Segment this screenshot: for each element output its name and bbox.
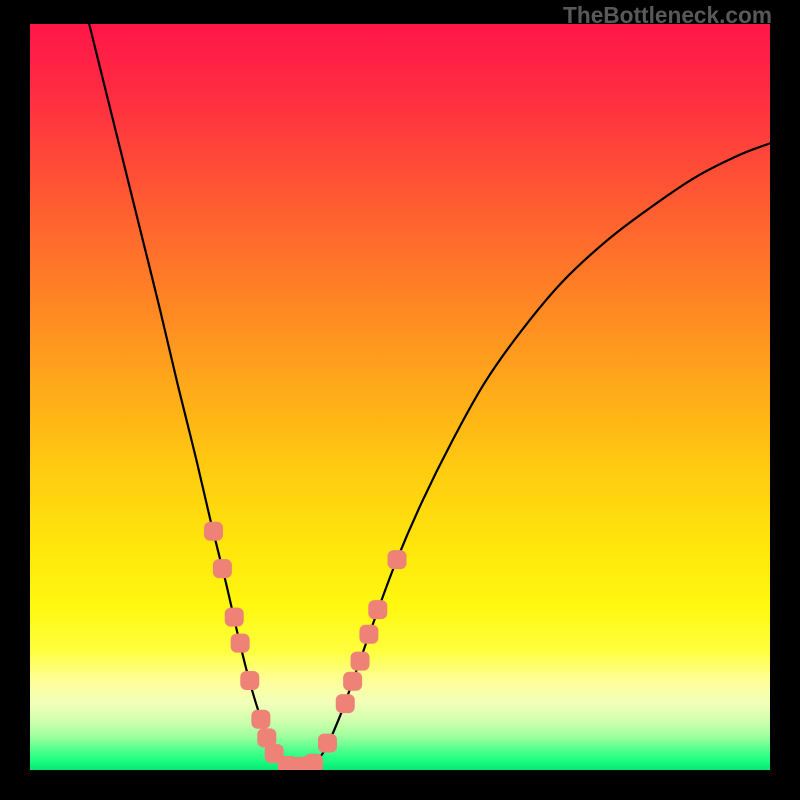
marker: [204, 522, 223, 541]
marker: [336, 694, 355, 713]
watermark-label: TheBottleneck.com: [563, 2, 772, 29]
marker: [318, 734, 337, 753]
chart-frame: TheBottleneck.com: [0, 0, 800, 800]
marker: [304, 754, 323, 770]
curve-path: [89, 24, 770, 769]
marker: [213, 559, 232, 578]
marker: [225, 608, 244, 627]
plot-area: [30, 24, 770, 770]
marker: [251, 710, 270, 729]
chart-svg: [30, 24, 770, 770]
marker: [351, 652, 370, 671]
marker: [388, 550, 407, 569]
marker: [240, 671, 259, 690]
marker: [343, 672, 362, 691]
marker: [231, 634, 250, 653]
marker: [359, 625, 378, 644]
marker: [368, 600, 387, 619]
marker-group: [204, 522, 407, 770]
